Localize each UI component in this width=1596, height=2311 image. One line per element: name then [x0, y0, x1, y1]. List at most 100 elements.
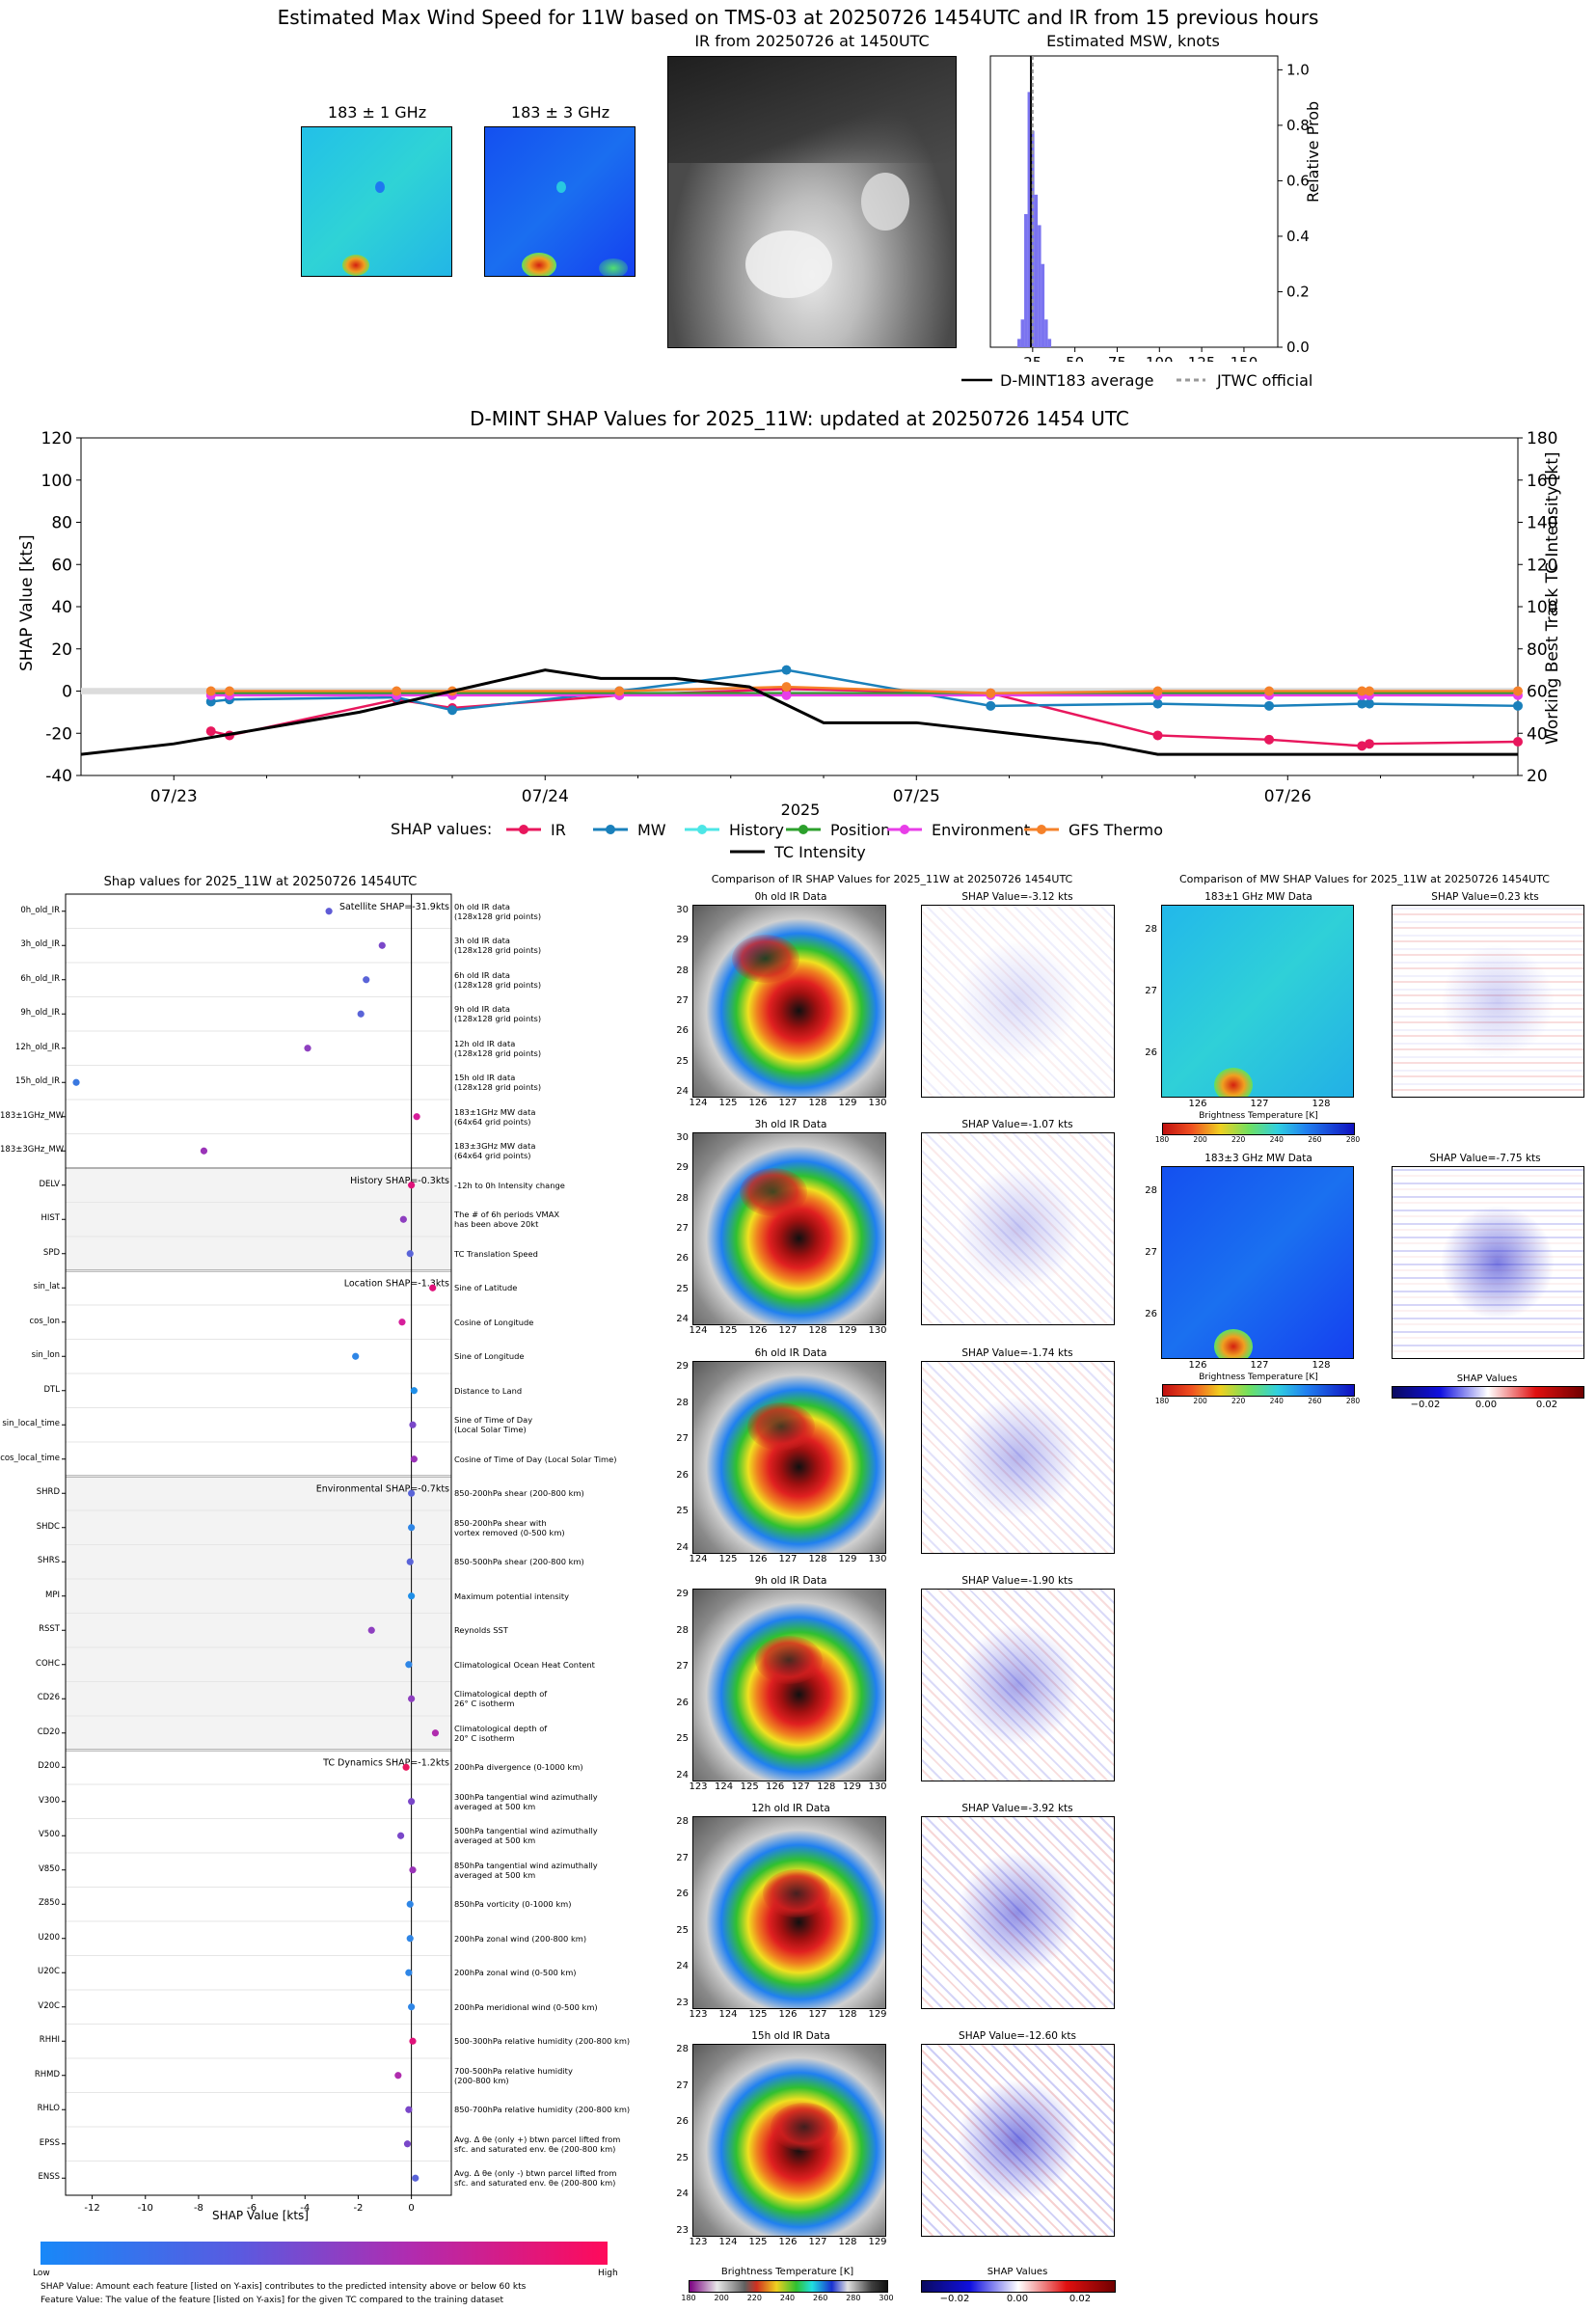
ir-data-image	[692, 1132, 886, 1325]
x-tick-label: 07/24	[522, 787, 569, 806]
mw-data-title: 183±3 GHz MW Data	[1204, 1153, 1312, 1164]
ir-cb-tick: 220	[746, 2294, 762, 2302]
feature-description: 200hPa zonal wind (0-500 km)	[454, 1968, 577, 1978]
ir-ytick-label: 26	[676, 2116, 689, 2128]
feature-name: 15h_old_IR	[14, 1076, 60, 1087]
feature-name: cos_lon	[29, 1316, 60, 1326]
series-point	[1264, 734, 1275, 745]
feature-dot	[409, 1421, 417, 1428]
ir-xtick-label: 127	[808, 2009, 827, 2020]
ir-xtick-label: 130	[868, 1554, 887, 1564]
feature-dot	[378, 941, 386, 949]
mw-cb-tick: 200	[1193, 1135, 1207, 1144]
tc-intensity-line	[80, 668, 1518, 756]
x-tick-label: 07/23	[150, 787, 198, 806]
series-point	[392, 686, 402, 696]
ir-xtick-label: 126	[766, 1781, 785, 1792]
ir-title: IR from 20250726 at 1450UTC	[694, 32, 930, 50]
feature-name: RHHI	[39, 2035, 60, 2046]
hist-chart: 25 50 75 100 125 150 0.0 0.2 0.4 0.6 0.8 1.0	[989, 55, 1310, 362]
feature-description: 3h old IR data (128x128 grid points)	[454, 936, 542, 956]
mw-shap-image	[1392, 1166, 1584, 1359]
ir-ytick-label: 24	[676, 1086, 689, 1097]
feature-dot	[408, 1182, 416, 1189]
series-point	[781, 682, 792, 693]
ir-xtick-label: 125	[740, 1781, 759, 1792]
hist-bar	[1041, 263, 1045, 347]
feature-description: Avg. Δ θe (only -) btwn parcel lifted fr…	[454, 2168, 617, 2189]
shap-line-ylabel-right: Working Best Track TC Intensity [kt]	[1543, 451, 1562, 745]
hist-ylabel: Relative Prob	[1304, 100, 1322, 203]
ir-xtick-label: 129	[868, 2237, 887, 2247]
feature-description: 850-200hPa shear with vortex removed (0-…	[454, 1517, 565, 1537]
hist-xtick-label: 75	[1108, 354, 1126, 362]
series-point	[1364, 686, 1374, 696]
feature-value-colorbar	[41, 2242, 608, 2265]
feature-description: 200hPa meridional wind (0-500 km)	[454, 2001, 598, 2012]
feature-name: 183±3GHz_MW	[0, 1145, 65, 1156]
mw-shap-cb-tick: −0.02	[1410, 1400, 1441, 1410]
feature-name: 0h_old_IR	[20, 905, 60, 915]
mw-cb-tick: 240	[1269, 1397, 1284, 1405]
ir-compare-title: Comparison of IR SHAP Values for 2025_11…	[711, 873, 1073, 885]
group-label: TC Dynamics SHAP=-1.2kts	[322, 1758, 449, 1769]
feature-description: 850hPa tangential wind azimuthally avera…	[454, 1860, 598, 1880]
ir-xtick-label: 128	[838, 2237, 857, 2247]
ir-xtick-label: 127	[778, 1098, 798, 1108]
ir-xtick-label: 123	[689, 1781, 708, 1792]
ir-shap-colorbar	[921, 2280, 1116, 2293]
ir-data-image	[692, 905, 886, 1098]
footnote-1: SHAP Value: Amount each feature [listed …	[41, 2282, 527, 2292]
ir-xtick-label: 125	[718, 1325, 738, 1336]
feat-xlabel: SHAP Value [kts]	[212, 2209, 309, 2222]
right-ytick-label: 180	[1527, 429, 1557, 449]
right-ytick-label: 40	[1527, 724, 1548, 744]
feature-description: 850-500hPa shear (200-800 km)	[454, 1557, 584, 1567]
feature-dot	[304, 1045, 311, 1052]
feature-name: SHRS	[37, 1556, 60, 1566]
ir-xtick-label: 125	[748, 2237, 768, 2247]
feature-description: 183±3GHz MW data (64x64 grid points)	[454, 1141, 536, 1161]
feature-description: 200hPa divergence (0-1000 km)	[454, 1762, 583, 1773]
right-ytick-label: 80	[1527, 640, 1548, 660]
ir-cb-tick: 280	[846, 2294, 861, 2302]
feature-description: 850-700hPa relative humidity (200-800 km…	[454, 2105, 631, 2115]
ir-xtick-label: 125	[718, 1554, 738, 1564]
feat-xtick-label: 0	[408, 2203, 414, 2214]
series-point	[781, 690, 792, 700]
ir-cb-tick: 260	[813, 2294, 828, 2302]
feature-description: 500hPa tangential wind azimuthally avera…	[454, 1826, 598, 1846]
colorbar-low: Low	[33, 2269, 50, 2278]
right-ytick-label: 160	[1527, 472, 1557, 491]
mw-cb-tick: 260	[1308, 1397, 1322, 1405]
ir-xtick-label: 124	[718, 2237, 738, 2247]
feature-name: EPSS	[39, 2137, 60, 2148]
hist-bar	[1038, 225, 1041, 347]
feature-name: ENSS	[38, 2172, 60, 2183]
ir-xtick-label: 127	[808, 2237, 827, 2247]
feat-xtick-label: -6	[247, 2203, 257, 2214]
series-point	[1152, 730, 1163, 741]
legend-dmint: D-MINT183 average	[1000, 371, 1154, 390]
feature-description: Sine of Latitude	[454, 1283, 518, 1293]
feat-xtick-label: -10	[138, 2203, 153, 2214]
feature-description: 850-200hPa shear (200-800 km)	[454, 1488, 584, 1499]
ir-xtick-label: 124	[715, 1781, 734, 1792]
ir-ytick-label: 27	[676, 995, 689, 1006]
feature-dot	[410, 1455, 418, 1463]
ir-xtick-label: 129	[842, 1781, 861, 1792]
feature-dot	[408, 1489, 416, 1497]
ir-xtick-label: 124	[689, 1098, 708, 1108]
ir-xtick-label: 129	[838, 1554, 857, 1564]
ir-ytick-label: 27	[676, 1433, 689, 1445]
series-point	[205, 686, 216, 696]
feature-dot	[325, 908, 333, 915]
ir-shap-title: SHAP Value=-1.07 kts	[961, 1119, 1073, 1130]
colorbar-high: High	[598, 2269, 618, 2278]
mw-warm-spot	[1214, 1329, 1253, 1358]
left-ytick-label: -20	[45, 724, 72, 744]
feat-xtick-label: -4	[300, 2203, 310, 2214]
right-ytick-label: 120	[1527, 556, 1557, 575]
legend-marker	[1037, 825, 1046, 834]
feature-description: 500-300hPa relative humidity (200-800 km…	[454, 2036, 631, 2047]
